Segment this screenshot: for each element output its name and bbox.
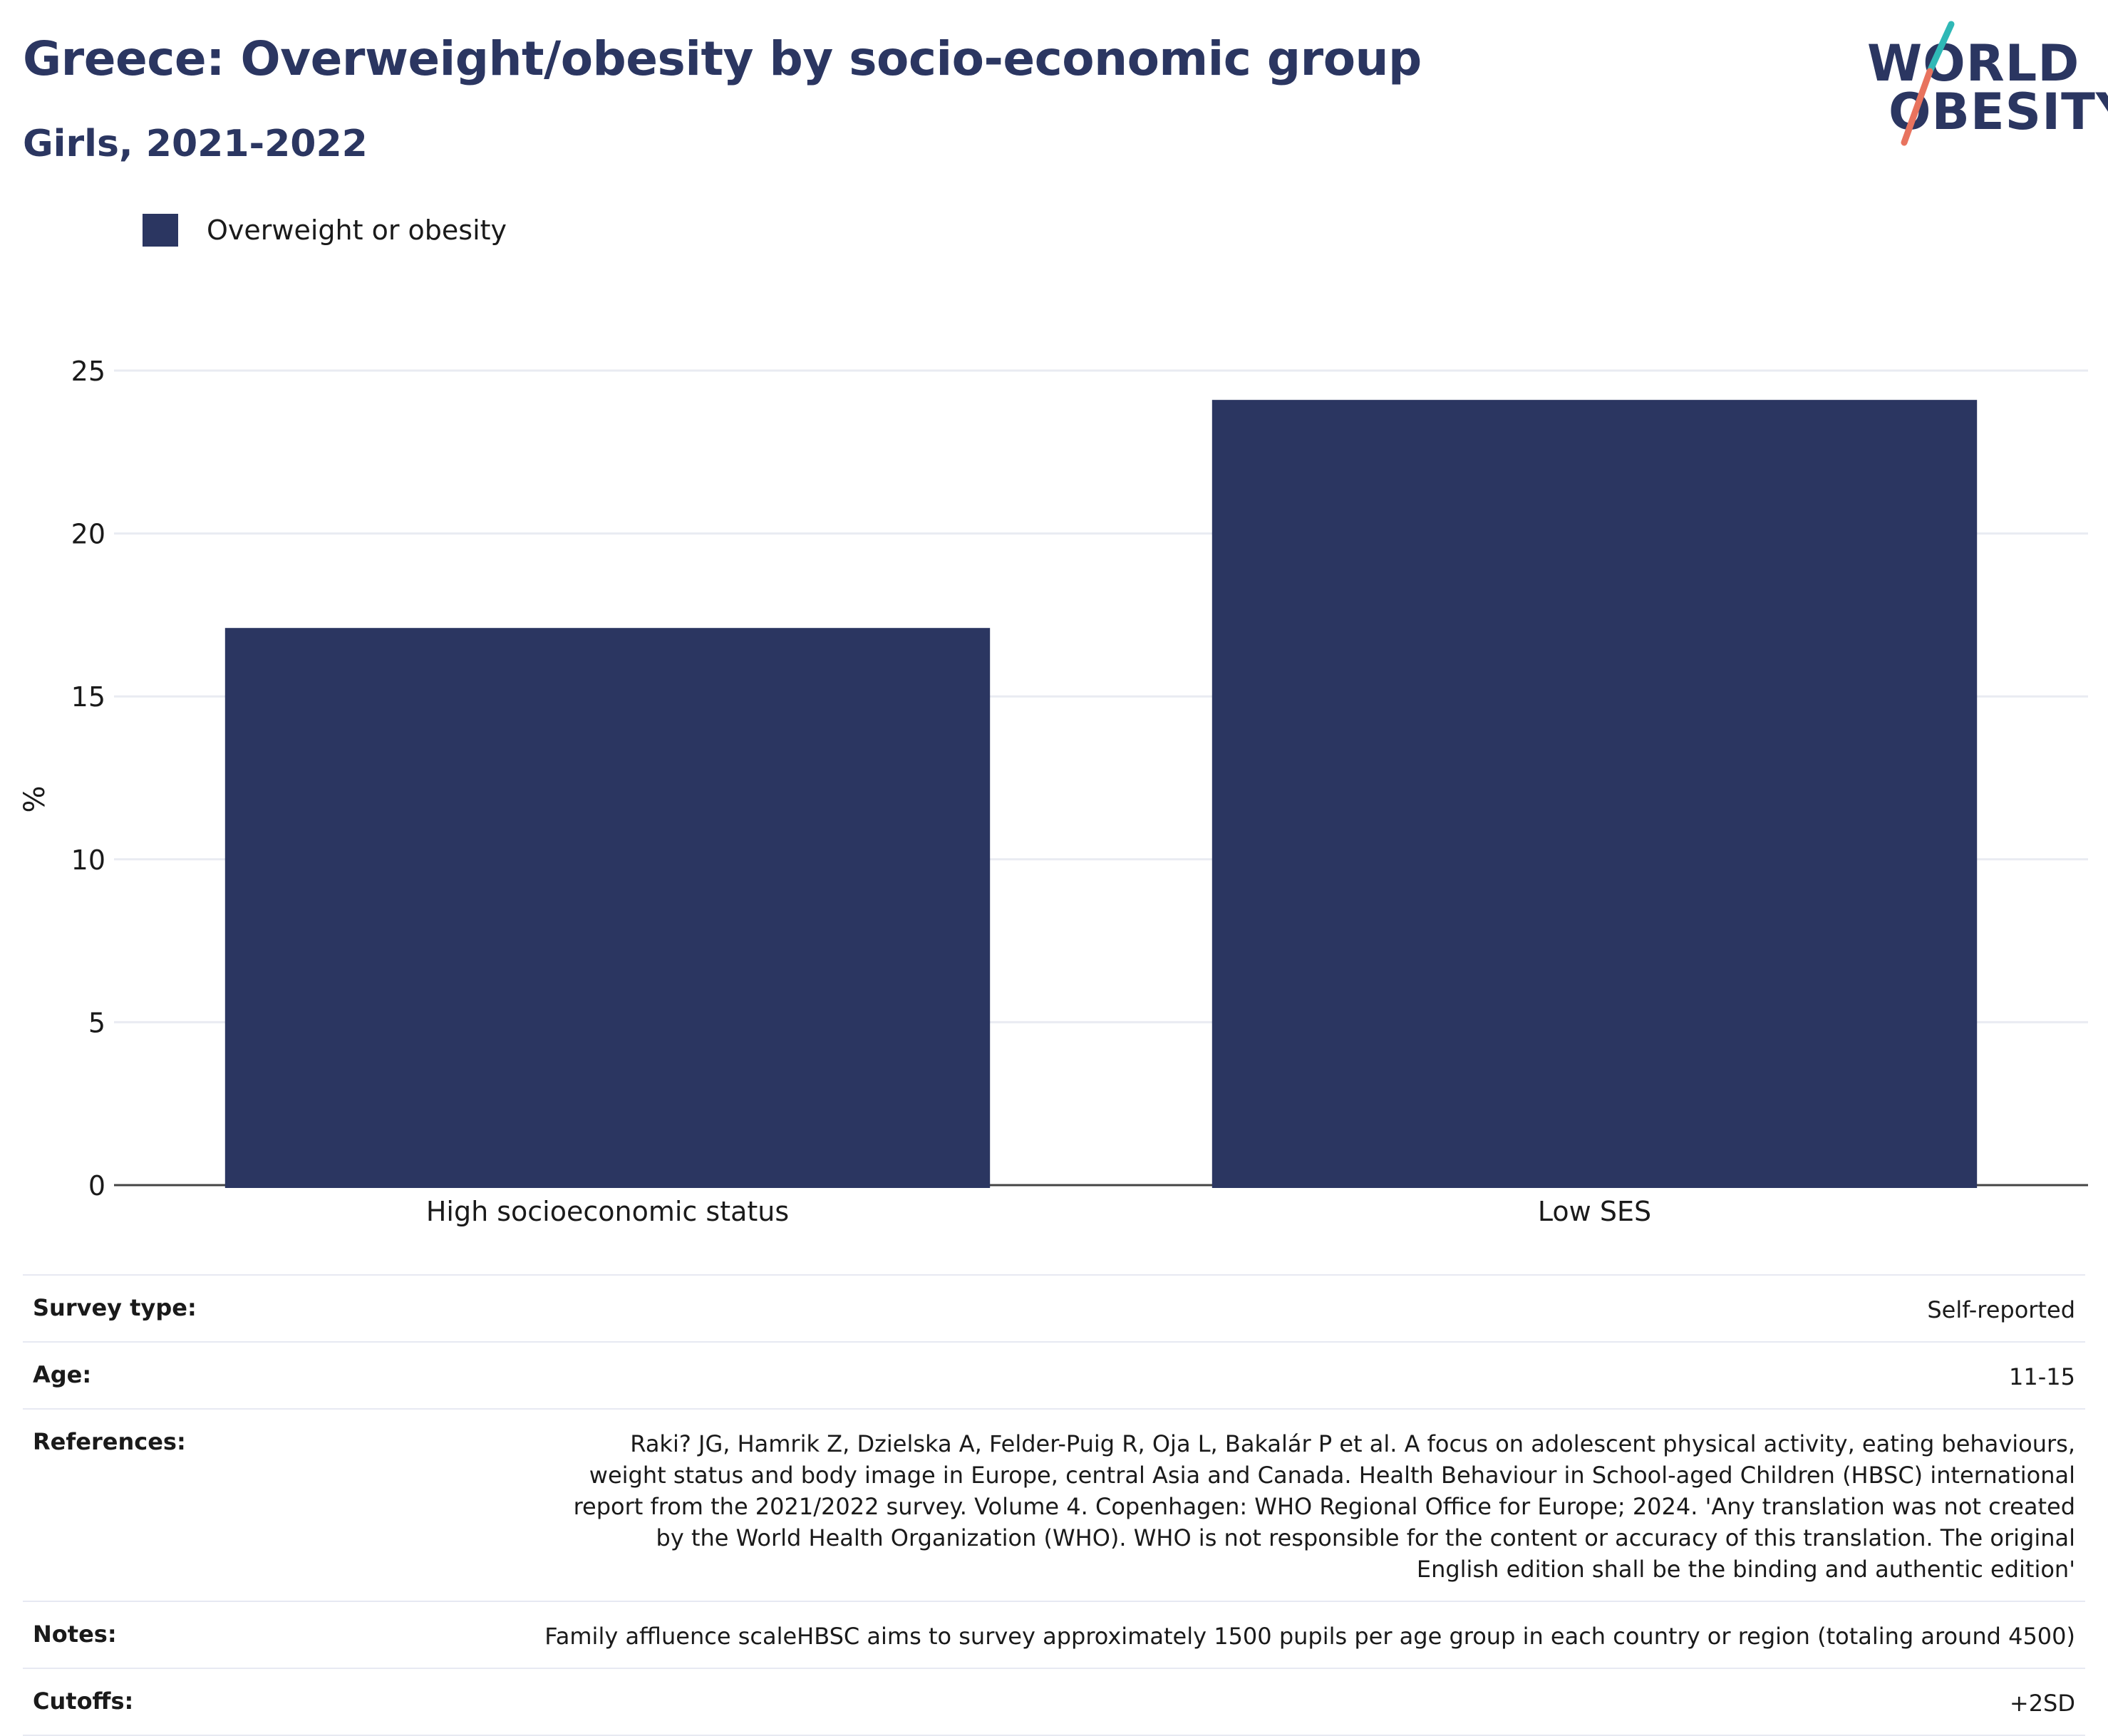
references-value: Raki? JG, Hamrik Z, Dzielska A, Felder-P… bbox=[573, 1430, 2075, 1583]
cutoffs-value: +2SD bbox=[2009, 1690, 2075, 1717]
y-axis-label: % bbox=[19, 785, 51, 812]
survey-type-value: Self-reported bbox=[1927, 1296, 2075, 1323]
chart-title: Greece: Overweight/obesity by socio-econ… bbox=[23, 31, 1422, 86]
meta-row-survey-type: Survey type: Self-reported bbox=[23, 1274, 2085, 1341]
y-tick-label: 10 bbox=[71, 844, 105, 876]
world-obesity-logo: WORLD OBESITY bbox=[1853, 20, 2108, 148]
chart-subtitle: Girls, 2021-2022 bbox=[23, 123, 368, 165]
chart-legend: Overweight or obesity bbox=[143, 212, 507, 248]
logo-slash-icon bbox=[1901, 21, 1955, 146]
y-tick-label: 15 bbox=[71, 681, 105, 713]
y-tick-label: 0 bbox=[88, 1170, 105, 1202]
age-label: Age: bbox=[33, 1361, 92, 1388]
x-tick-label: Low SES bbox=[1538, 1196, 1651, 1227]
meta-row-references: References: Raki? JG, Hamrik Z, Dzielska… bbox=[23, 1408, 2085, 1601]
meta-row-age: Age: 11-15 bbox=[23, 1341, 2085, 1408]
survey-type-label: Survey type: bbox=[33, 1294, 197, 1321]
y-tick-label: 5 bbox=[88, 1007, 105, 1038]
x-tick-label: High socioeconomic status bbox=[426, 1196, 789, 1227]
notes-label: Notes: bbox=[33, 1621, 117, 1648]
notes-value: Family affluence scaleHBSC aims to surve… bbox=[544, 1623, 2075, 1650]
age-value: 11-15 bbox=[2009, 1363, 2075, 1390]
cutoffs-label: Cutoffs: bbox=[33, 1688, 134, 1715]
x-tick-labels: High socioeconomic status Low SES bbox=[426, 1196, 1651, 1227]
logo-word-1: WORLD bbox=[1867, 34, 2080, 93]
y-tick-label: 20 bbox=[71, 519, 105, 550]
y-tick-labels: 0 5 10 15 20 25 bbox=[71, 356, 105, 1202]
metadata-table: Survey type: Self-reported Age: 11-15 Re… bbox=[23, 1274, 2085, 1736]
meta-row-notes: Notes: Family affluence scaleHBSC aims t… bbox=[23, 1601, 2085, 1668]
bar[interactable] bbox=[224, 628, 991, 1188]
bar[interactable] bbox=[1211, 400, 1978, 1189]
bar-chart: 0 5 10 15 20 25 High socioeconomic status Low … bbox=[19, 356, 2088, 1227]
legend-label: Overweight or obesity bbox=[207, 215, 507, 246]
y-tick-label: 25 bbox=[71, 356, 105, 387]
legend-swatch bbox=[143, 214, 178, 247]
references-label: References: bbox=[33, 1428, 186, 1455]
bars bbox=[224, 400, 1978, 1189]
